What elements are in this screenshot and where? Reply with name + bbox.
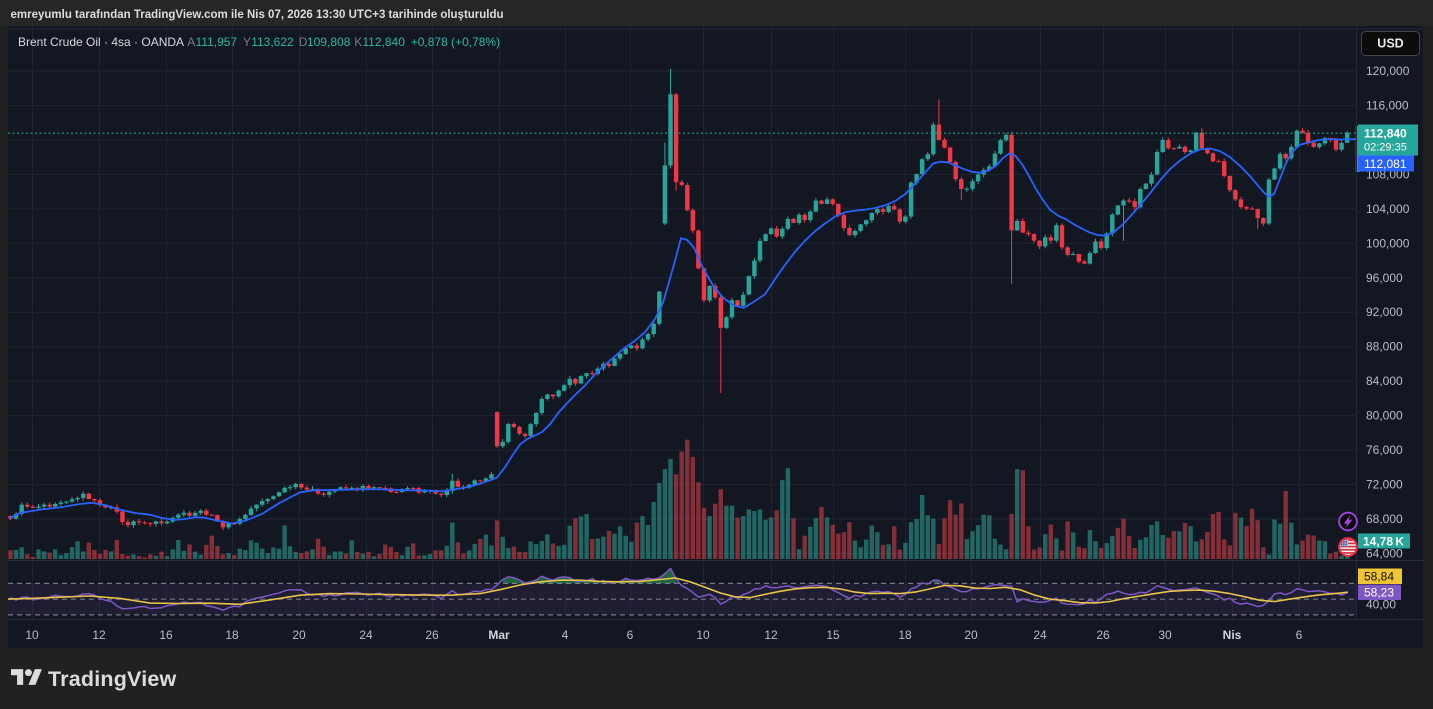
svg-text:68,000: 68,000 — [1366, 512, 1403, 526]
svg-text:76,000: 76,000 — [1366, 443, 1403, 457]
svg-text:15: 15 — [826, 628, 840, 642]
svg-text:6: 6 — [627, 628, 634, 642]
svg-text:88,000: 88,000 — [1366, 340, 1403, 354]
svg-text:20: 20 — [292, 628, 306, 642]
svg-text:Brent Crude Oil · 4sa · OANDA: Brent Crude Oil · 4sa · OANDA — [18, 35, 184, 49]
svg-text:26: 26 — [425, 628, 439, 642]
svg-text:18: 18 — [898, 628, 912, 642]
svg-text:40,00: 40,00 — [1366, 598, 1396, 612]
svg-text:24: 24 — [359, 628, 373, 642]
svg-text:6: 6 — [1296, 628, 1303, 642]
svg-text:24: 24 — [1033, 628, 1047, 642]
svg-text:112,840: 112,840 — [1364, 127, 1407, 141]
svg-text:109,808: 109,808 — [307, 35, 351, 49]
svg-text:14,78 K: 14,78 K — [1363, 534, 1404, 548]
svg-text:92,000: 92,000 — [1366, 305, 1403, 319]
svg-text:58,84: 58,84 — [1364, 570, 1394, 584]
svg-text:Mar: Mar — [488, 628, 510, 642]
svg-text:96,000: 96,000 — [1366, 271, 1403, 285]
svg-text:64,000: 64,000 — [1366, 547, 1403, 561]
svg-text:100,000: 100,000 — [1366, 236, 1410, 250]
svg-text:120,000: 120,000 — [1366, 64, 1410, 78]
svg-text:+0,878 (+0,78%): +0,878 (+0,78%) — [411, 35, 500, 49]
svg-text:USD: USD — [1377, 37, 1403, 51]
svg-text:12: 12 — [92, 628, 106, 642]
svg-text:80,000: 80,000 — [1366, 409, 1403, 423]
svg-text:12: 12 — [764, 628, 778, 642]
svg-text:72,000: 72,000 — [1366, 478, 1403, 492]
svg-text:112,081: 112,081 — [1364, 157, 1407, 171]
svg-text:30: 30 — [1158, 628, 1172, 642]
svg-text:10: 10 — [696, 628, 710, 642]
svg-text:10: 10 — [25, 628, 39, 642]
svg-text:112,840: 112,840 — [362, 35, 405, 49]
svg-text:D: D — [299, 35, 308, 49]
svg-text:84,000: 84,000 — [1366, 374, 1403, 388]
svg-text:A: A — [187, 35, 195, 49]
svg-text:58,23: 58,23 — [1364, 586, 1394, 600]
svg-text:111,957: 111,957 — [196, 35, 238, 49]
svg-text:Y: Y — [243, 35, 251, 49]
svg-text:16: 16 — [159, 628, 173, 642]
svg-text:104,000: 104,000 — [1366, 202, 1410, 216]
svg-text:emreyumlu tarafından TradingVi: emreyumlu tarafından TradingView.com ile… — [11, 9, 504, 21]
svg-text:Nis: Nis — [1223, 628, 1242, 642]
svg-text:20: 20 — [964, 628, 978, 642]
svg-text:116,000: 116,000 — [1366, 99, 1409, 113]
svg-text:26: 26 — [1096, 628, 1110, 642]
svg-text:4: 4 — [562, 628, 569, 642]
svg-text:02:29:35: 02:29:35 — [1364, 142, 1407, 154]
svg-text:TradingView: TradingView — [48, 667, 177, 691]
svg-text:18: 18 — [225, 628, 239, 642]
svg-text:113,622: 113,622 — [251, 35, 294, 49]
svg-text:K: K — [354, 35, 362, 49]
